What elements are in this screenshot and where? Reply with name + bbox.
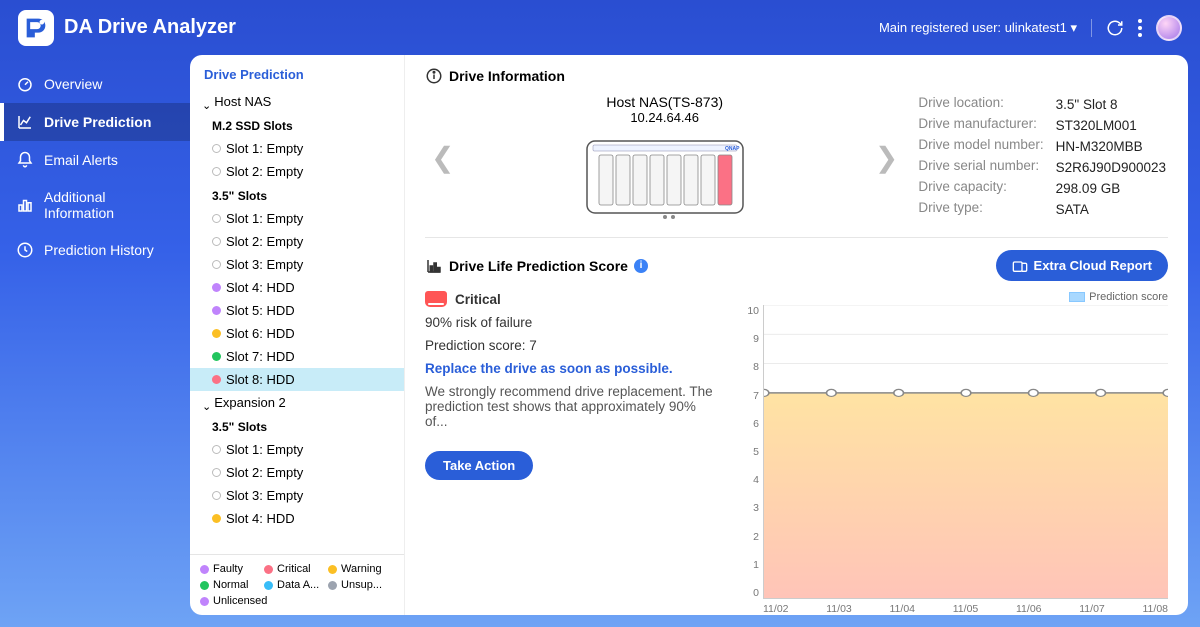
tree-slot[interactable]: Slot 2: Empty [190, 461, 404, 484]
report-icon [1012, 259, 1028, 273]
legend-item: Data A... [264, 579, 328, 591]
chart-y-axis: 109876543210 [739, 305, 763, 599]
device-name: Host NAS(TS-873) [606, 94, 723, 110]
prop-key: Drive capacity: [918, 179, 1053, 198]
status-dot [212, 214, 221, 223]
status-dot [212, 260, 221, 269]
prop-value: SATA [1056, 200, 1166, 219]
nav-item-email-alerts[interactable]: Email Alerts [0, 141, 190, 179]
prediction-title: Drive Life Prediction Score [449, 258, 628, 274]
app-logo [18, 10, 54, 46]
prop-value: S2R6J90D900023 [1056, 158, 1166, 177]
tree-group-label: 3.5" Slots [190, 414, 404, 438]
drive-properties: Drive location:3.5" Slot 8Drive manufact… [916, 93, 1168, 221]
tree-slot[interactable]: Slot 3: Empty [190, 253, 404, 276]
tree-slot[interactable]: Slot 2: Empty [190, 160, 404, 183]
chevron-down-icon: ▾ [1070, 20, 1077, 35]
status-dot [212, 283, 221, 292]
tree-slot[interactable]: Slot 8: HDD [190, 368, 404, 391]
legend-item: Critical [264, 563, 328, 575]
divider [1091, 19, 1092, 37]
prop-value: HN-M320MBB [1056, 137, 1166, 156]
tree-host[interactable]: Expansion 2 [190, 391, 404, 414]
chart-legend: Prediction score [739, 291, 1168, 303]
tree-slot[interactable]: Slot 5: HDD [190, 299, 404, 322]
status-dot [212, 144, 221, 153]
tree-slot[interactable]: Slot 4: HDD [190, 507, 404, 530]
detail-text: We strongly recommend drive replacement.… [425, 384, 715, 429]
legend-item: Normal [200, 579, 264, 591]
prop-key: Drive serial number: [918, 158, 1053, 177]
status-dot [212, 237, 221, 246]
status-dot [212, 514, 221, 523]
nav-item-additional-information[interactable]: Additional Information [0, 179, 190, 231]
info-icon [425, 67, 443, 85]
refresh-icon[interactable] [1106, 19, 1124, 37]
next-device-arrow[interactable]: ❯ [869, 141, 904, 174]
score-line: Prediction score: 7 [425, 338, 715, 353]
info-tooltip-icon[interactable]: i [634, 259, 648, 273]
sidebar-nav: OverviewDrive PredictionEmail AlertsAddi… [0, 55, 190, 627]
prediction-chart [763, 305, 1168, 599]
tree-group-label: M.2 SSD Slots [190, 113, 404, 137]
drive-tree: Host NASM.2 SSD SlotsSlot 1: EmptySlot 2… [190, 90, 404, 554]
legend-item: Unlicensed [200, 595, 264, 607]
user-avatar[interactable] [1156, 15, 1182, 41]
status-dot [212, 167, 221, 176]
status-dot [212, 375, 221, 384]
tree-slot[interactable]: Slot 1: Empty [190, 207, 404, 230]
nav-item-drive-prediction[interactable]: Drive Prediction [0, 103, 190, 141]
status-dot [212, 491, 221, 500]
nav-item-overview[interactable]: Overview [0, 65, 190, 103]
chart-icon [425, 257, 443, 275]
more-icon[interactable] [1138, 19, 1142, 37]
prop-value: 3.5" Slot 8 [1056, 95, 1166, 114]
tree-group-label: 3.5" Slots [190, 183, 404, 207]
tree-slot[interactable]: Slot 7: HDD [190, 345, 404, 368]
critical-drive-icon [425, 291, 447, 307]
status-dot [212, 329, 221, 338]
tree-slot[interactable]: Slot 1: Empty [190, 137, 404, 160]
nav-item-prediction-history[interactable]: Prediction History [0, 231, 190, 269]
user-selector[interactable]: Main registered user: ulinkatest1 ▾ [879, 20, 1077, 36]
tree-slot[interactable]: Slot 1: Empty [190, 438, 404, 461]
nas-illustration: QNAP [585, 131, 745, 221]
drive-info-title: Drive Information [449, 68, 565, 84]
svg-text:QNAP: QNAP [725, 146, 740, 152]
prop-value: ST320LM001 [1056, 116, 1166, 135]
status-dot [212, 468, 221, 477]
risk-line: 90% risk of failure [425, 315, 715, 330]
tree-host[interactable]: Host NAS [190, 90, 404, 113]
tree-title: Drive Prediction [190, 55, 404, 90]
status-dot [212, 352, 221, 361]
app-title: DA Drive Analyzer [64, 16, 236, 39]
take-action-button[interactable]: Take Action [425, 451, 533, 480]
prop-key: Drive location: [918, 95, 1053, 114]
tree-slot[interactable]: Slot 4: HDD [190, 276, 404, 299]
legend-item: Faulty [200, 563, 264, 575]
prop-key: Drive type: [918, 200, 1053, 219]
prev-device-arrow[interactable]: ❮ [425, 141, 460, 174]
status-dot [212, 445, 221, 454]
tree-slot[interactable]: Slot 2: Empty [190, 230, 404, 253]
legend-item: Warning [328, 563, 392, 575]
prop-key: Drive model number: [918, 137, 1053, 156]
tree-slot[interactable]: Slot 3: Empty [190, 484, 404, 507]
extra-cloud-report-button[interactable]: Extra Cloud Report [996, 250, 1168, 281]
tree-slot[interactable]: Slot 6: HDD [190, 322, 404, 345]
device-ip: 10.24.64.46 [630, 110, 699, 125]
separator [425, 237, 1168, 238]
prop-key: Drive manufacturer: [918, 116, 1053, 135]
status-dot [212, 306, 221, 315]
prop-value: 298.09 GB [1056, 179, 1166, 198]
chart-x-axis: 11/0211/0311/0411/0511/0611/0711/08 [763, 599, 1168, 615]
status-label: Critical [455, 292, 501, 307]
legend-item: Unsup... [328, 579, 392, 591]
status-legend: FaultyCriticalWarning NormalData A...Unsu… [190, 554, 404, 615]
replace-recommendation: Replace the drive as soon as possible. [425, 361, 715, 376]
